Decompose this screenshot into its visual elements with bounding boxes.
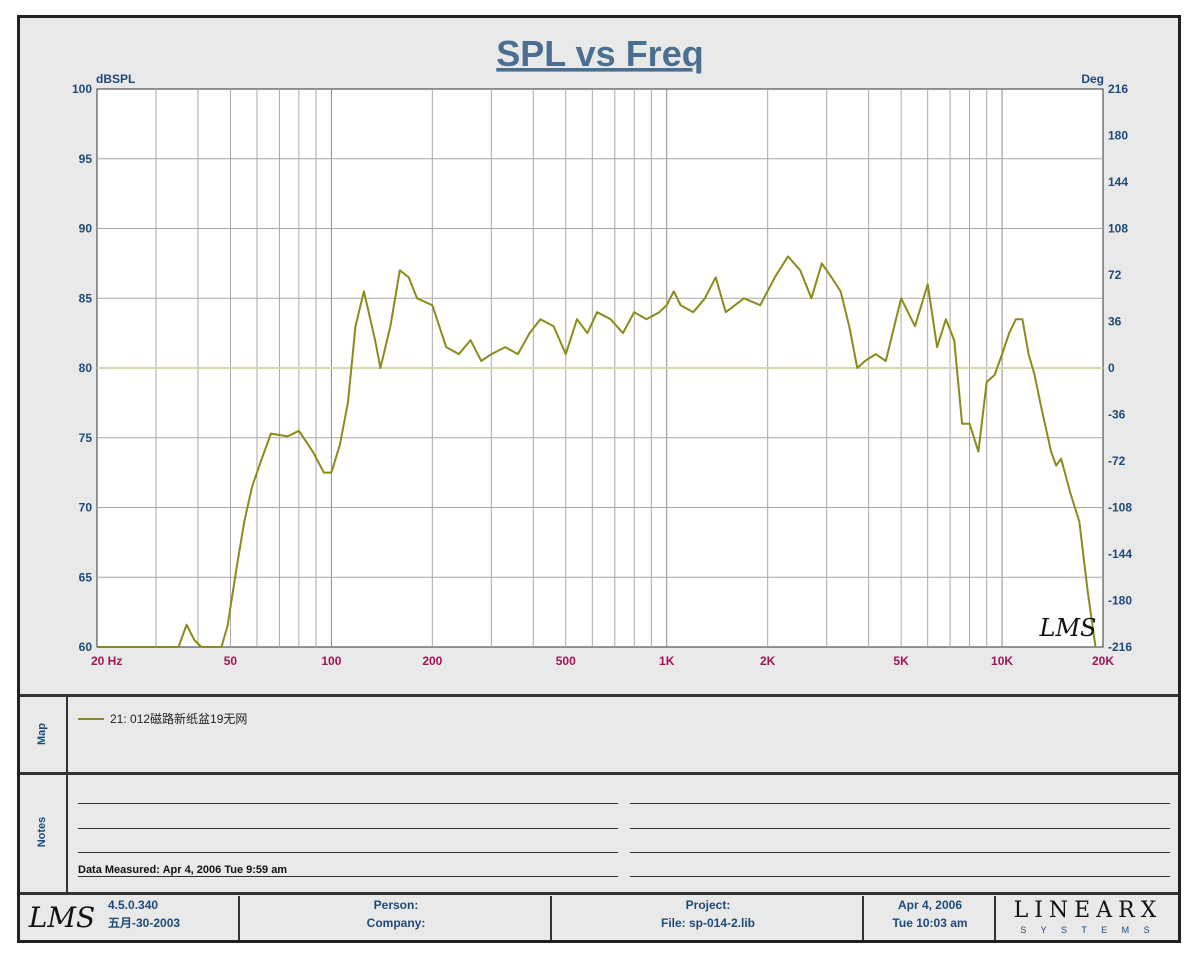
y2-tick-label: 180 xyxy=(1108,129,1128,143)
y2-tick-label: -72 xyxy=(1108,454,1126,468)
y2-tick-label: 144 xyxy=(1108,175,1128,189)
data-measured-text: Data Measured: Apr 4, 2006 Tue 9:59 am xyxy=(78,864,288,876)
divider-footer-top xyxy=(20,892,1178,895)
notes-label: Notes xyxy=(36,816,48,848)
person-label: Person: xyxy=(373,898,419,912)
x-tick-label: 5K xyxy=(893,654,909,668)
y-tick-label: 75 xyxy=(79,431,93,445)
y-tick-label: 100 xyxy=(72,82,92,96)
y2-tick-label: 216 xyxy=(1108,82,1128,96)
y-tick-label: 65 xyxy=(79,570,93,584)
x-tick-label: 200 xyxy=(422,654,442,668)
footer-project-cell: Project: File: sp-014-2.lib xyxy=(554,896,864,940)
file-label: File: sp-014-2.lib xyxy=(660,916,756,930)
footer-person-cell: Person: Company: xyxy=(242,896,552,940)
notes-line xyxy=(630,876,1170,877)
footer-brand-cell: LINEARX S Y S T E M S xyxy=(998,896,1178,940)
notes-line xyxy=(78,852,618,853)
y2-tick-label: 36 xyxy=(1108,315,1122,329)
curve-layer xyxy=(97,255,1097,648)
map-side-divider xyxy=(66,697,68,773)
legend-swatch xyxy=(78,717,104,720)
notes-line xyxy=(78,828,618,829)
y2-tick-label: -180 xyxy=(1108,594,1132,608)
y-tick-label: 85 xyxy=(79,291,93,305)
footer-logo-cell: LMS xyxy=(24,896,100,940)
y2-tick-label: -144 xyxy=(1108,547,1132,561)
lms-watermark: LMS xyxy=(1039,614,1097,642)
y2-tick-label: -36 xyxy=(1108,408,1126,422)
y-tick-label: 95 xyxy=(79,152,93,166)
x-tick-label: 50 xyxy=(224,654,238,668)
footer-time: Tue 10:03 am xyxy=(892,916,968,930)
divider-map-top xyxy=(20,694,1178,697)
legend-entry: 21: 012磁路新纸盆19无网 xyxy=(78,710,247,727)
notes-side-divider xyxy=(66,775,68,893)
y2-tick-label: 72 xyxy=(1108,268,1122,282)
footer-date-cell: Apr 4, 2006 Tue 10:03 am xyxy=(866,896,996,940)
company-label: Company: xyxy=(366,916,426,930)
footer-date: Apr 4, 2006 xyxy=(897,898,963,912)
y2-tick-label: 0 xyxy=(1108,361,1115,375)
version-number: 4.5.0.340 xyxy=(108,898,159,912)
y-tick-label: 60 xyxy=(79,640,93,654)
systems-subtitle: S Y S T E M S xyxy=(1020,925,1156,935)
y-tick-label: 80 xyxy=(79,361,93,375)
y-axis-right-label: Deg xyxy=(1081,72,1104,86)
x-tick-label: 2K xyxy=(760,654,776,668)
x-tick-label: 10K xyxy=(991,654,1013,668)
series-line xyxy=(97,255,1097,648)
version-date: 五月-30-2003 xyxy=(108,916,181,930)
y-tick-label: 90 xyxy=(79,222,93,236)
notes-line xyxy=(630,828,1170,829)
y2-tick-label: 108 xyxy=(1108,222,1128,236)
legend-entry-label: 21: 012磁路新纸盆19无网 xyxy=(110,712,248,726)
y2-tick-label: -216 xyxy=(1108,640,1132,654)
notes-line xyxy=(78,803,618,804)
y2-tick-label: -108 xyxy=(1108,501,1132,515)
y-axis-left-label: dBSPL xyxy=(96,72,135,86)
map-label: Map xyxy=(36,723,48,745)
chart-title: SPL vs Freq xyxy=(496,33,703,74)
notes-line xyxy=(630,803,1170,804)
notes-line xyxy=(630,852,1170,853)
notes-line xyxy=(78,876,618,877)
x-tick-label: 20K xyxy=(1092,654,1114,668)
x-tick-label: 1K xyxy=(659,654,675,668)
linearx-brand: LINEARX xyxy=(1013,898,1163,923)
axis-ticks: 100 95 90 85 80 75 70 65 60 216 180 144 108 72 36 0 -36 -… xyxy=(72,82,1132,668)
y-tick-label: 70 xyxy=(79,501,93,515)
x-tick-label: 20 Hz xyxy=(91,654,122,668)
x-tick-label: 100 xyxy=(321,654,341,668)
project-label: Project: xyxy=(685,898,731,912)
footer-lms-logo: LMS xyxy=(28,901,96,934)
divider-notes-top xyxy=(20,772,1178,775)
x-tick-label: 500 xyxy=(556,654,576,668)
footer-version-cell: 4.5.0.340 五月-30-2003 xyxy=(100,896,240,940)
